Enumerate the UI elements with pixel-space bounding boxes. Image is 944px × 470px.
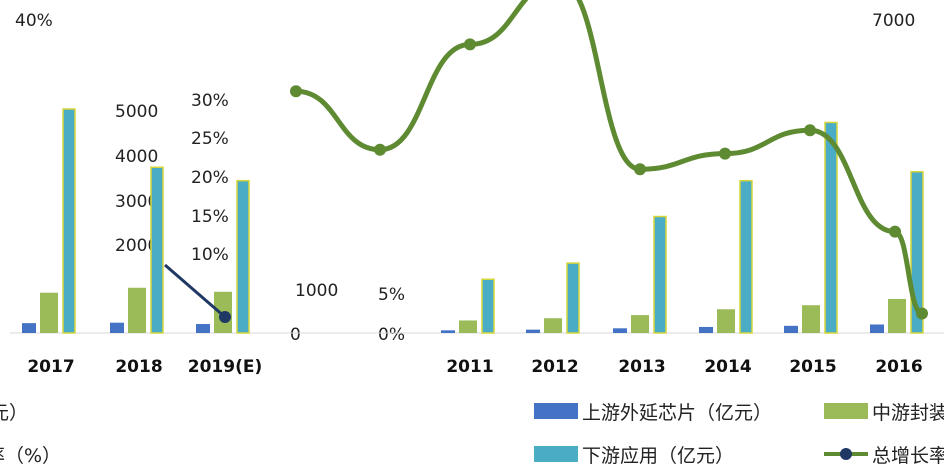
bar-upstream xyxy=(526,329,540,333)
y-right-tick: 0% xyxy=(378,325,405,345)
growth-rate-point xyxy=(916,307,928,320)
legend-swatch-midstream xyxy=(824,403,868,419)
bar-midstream xyxy=(40,292,58,333)
bar-downstream xyxy=(62,108,76,334)
bar-downstream xyxy=(566,262,580,334)
bar-midstream xyxy=(128,287,146,333)
bar-upstream xyxy=(784,325,798,333)
growth-rate-line-left xyxy=(164,263,226,319)
y-left-tick: 3000 xyxy=(115,192,158,212)
bar-upstream xyxy=(196,324,210,333)
bar-midstream xyxy=(717,309,735,333)
growth-rate-point xyxy=(464,38,476,51)
legend-swatch-growth-marker xyxy=(840,448,852,460)
bar-upstream xyxy=(110,322,124,333)
x-tick: 2013 xyxy=(618,357,665,377)
growth-rate-point xyxy=(889,225,901,238)
growth-rate-point xyxy=(290,85,302,98)
y-left-tick: 5000 xyxy=(115,102,158,122)
x-tick: 2019(E) xyxy=(188,357,262,377)
legend: 中游封装（亿元） 总增长率（%） 上游外延芯片（亿元） 中游封装（亿元） 下游应… xyxy=(0,402,944,467)
legend-label-growth-rate-right: 总增长率（%） xyxy=(872,445,944,466)
x-tick: 2012 xyxy=(531,357,578,377)
bar-upstream xyxy=(441,330,455,333)
y-right-tick: 5% xyxy=(378,285,405,305)
bar-midstream xyxy=(802,305,820,333)
x-tick: 2011 xyxy=(446,357,493,377)
bar-upstream xyxy=(699,326,713,333)
bar-downstream xyxy=(150,166,164,334)
legend-swatch-upstream xyxy=(534,403,578,419)
growth-rate-line xyxy=(295,0,924,316)
bar-upstream xyxy=(870,324,884,333)
bar-downstream xyxy=(739,179,753,334)
legend-label-midstream-right: 中游封装（亿元） xyxy=(872,402,944,424)
y-left-tick: 7000 xyxy=(872,11,915,31)
y-right-tick: 15% xyxy=(191,207,229,227)
x-tick: 2016 xyxy=(875,357,922,377)
y-right-tick: 25% xyxy=(191,129,229,149)
y-right-tick: 40% xyxy=(15,11,53,31)
y-right-tick: 10% xyxy=(191,245,229,265)
growth-rate-point xyxy=(634,163,646,176)
y-left-tick: 4000 xyxy=(115,147,158,167)
bar-midstream xyxy=(631,315,649,333)
growth-rate-point xyxy=(374,143,386,156)
x-tick: 2015 xyxy=(789,357,836,377)
bar-upstream xyxy=(22,323,36,333)
y-right-tick: 20% xyxy=(191,168,229,188)
legend-label-midstream: 中游封装（亿元） xyxy=(0,402,28,424)
bar-downstream xyxy=(653,215,667,334)
x-tick: 2018 xyxy=(115,357,162,377)
x-tick: 2017 xyxy=(27,357,74,377)
bar-downstream xyxy=(824,121,838,334)
legend-swatch-downstream xyxy=(534,446,578,462)
bar-downstream xyxy=(236,179,250,334)
y-left-tick: 1000 xyxy=(295,281,338,301)
legend-label-upstream: 上游外延芯片（亿元） xyxy=(582,402,772,424)
x-tick: 2014 xyxy=(704,357,751,377)
growth-rate-point xyxy=(219,311,231,323)
growth-rate-point xyxy=(804,124,816,137)
bar-downstream xyxy=(481,278,495,334)
bar-midstream xyxy=(888,298,906,333)
bar-midstream xyxy=(459,320,477,333)
growth-rate-point xyxy=(719,147,731,160)
legend-label-downstream: 下游应用（亿元） xyxy=(582,445,734,466)
y-right-tick: 30% xyxy=(191,91,229,111)
bar-midstream xyxy=(544,318,562,333)
legend-label-growth-rate: 总增长率（%） xyxy=(0,445,61,466)
bar-upstream xyxy=(613,328,627,333)
y-left-tick: 2000 xyxy=(115,236,158,256)
y-left-tick: 0 xyxy=(290,325,301,345)
